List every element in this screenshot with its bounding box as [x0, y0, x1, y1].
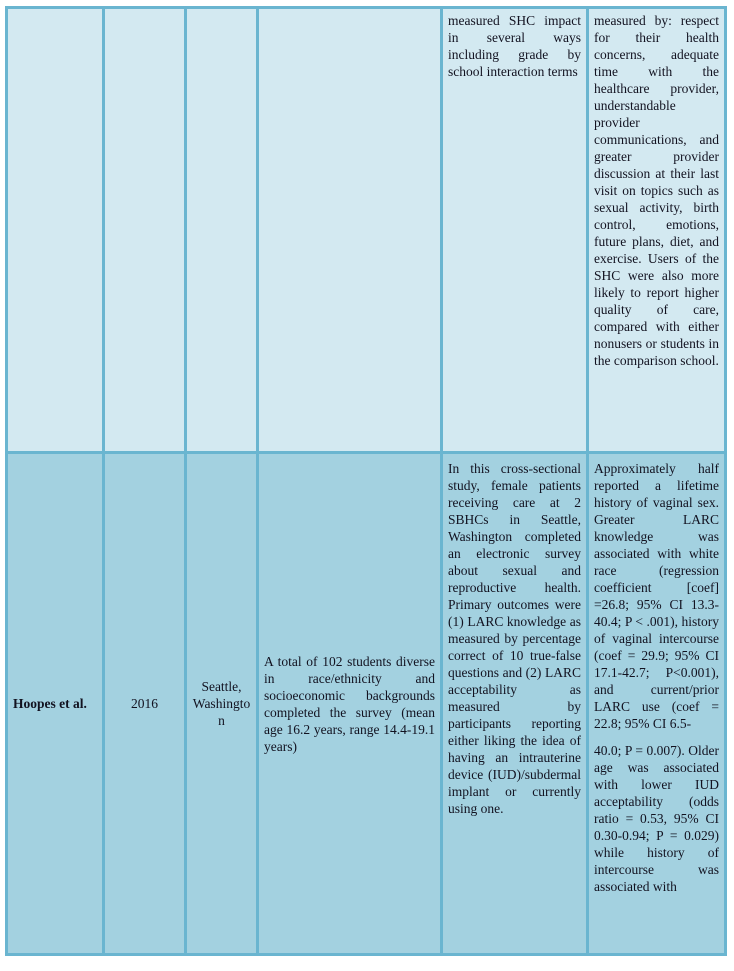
location-cell-empty — [184, 6, 259, 454]
results-cell-continued: measured by: respect for their health co… — [586, 6, 727, 454]
sample-cell-empty — [256, 6, 443, 454]
year-cell: 2016 — [102, 451, 187, 956]
year-cell-empty — [102, 6, 187, 454]
table-row-continued: measured SHC impact in several ways incl… — [5, 6, 727, 454]
location-cell: Seattle, Washington — [184, 451, 259, 956]
sample-cell: A total of 102 students diverse in race/… — [256, 451, 443, 956]
results-paragraph-1: Approximately half reported a lifetime h… — [594, 461, 719, 731]
methods-cell-continued: measured SHC impact in several ways incl… — [440, 6, 589, 454]
results-paragraph-2: 40.0; P = 0.007). Older age was associat… — [594, 743, 719, 894]
author-cell: Hoopes et al. — [5, 451, 105, 956]
author-cell-empty — [5, 6, 105, 454]
table-row-hoopes: Hoopes et al. 2016 Seattle, Washington A… — [5, 451, 727, 956]
methods-cell: In this cross-sectional study, female pa… — [440, 451, 589, 956]
results-cell: Approximately half reported a lifetime h… — [586, 451, 727, 956]
study-evidence-table: measured SHC impact in several ways incl… — [5, 6, 727, 956]
